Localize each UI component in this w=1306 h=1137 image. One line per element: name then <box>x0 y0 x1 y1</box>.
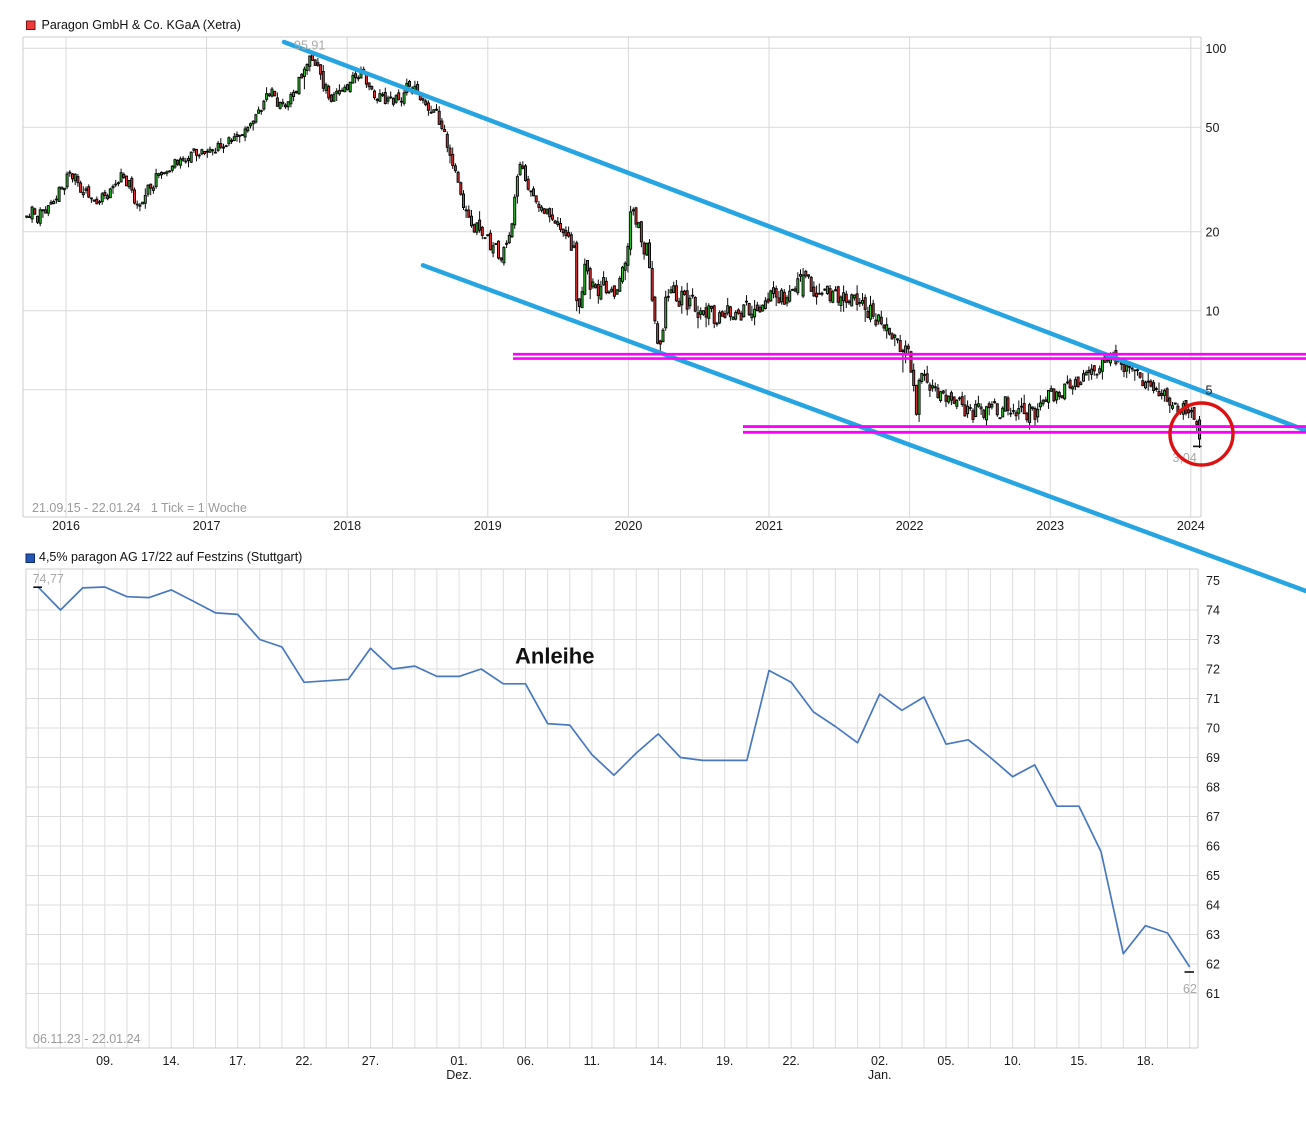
svg-text:2020: 2020 <box>614 519 642 533</box>
svg-text:50: 50 <box>1206 121 1220 135</box>
svg-text:62: 62 <box>1183 982 1197 996</box>
svg-text:4,5% paragon AG 17/22 auf Fest: 4,5% paragon AG 17/22 auf Festzins (Stut… <box>39 550 302 564</box>
svg-text:22.: 22. <box>783 1054 800 1068</box>
svg-text:61: 61 <box>1206 987 1220 1001</box>
svg-text:21.09.15 - 22.01.24 1 Tick =: 21.09.15 - 22.01.24 1 Tick = 1 Woche <box>32 501 247 515</box>
svg-text:68: 68 <box>1206 781 1220 795</box>
svg-text:75: 75 <box>1206 574 1220 588</box>
svg-text:70: 70 <box>1206 722 1220 736</box>
svg-text:74,77: 74,77 <box>33 572 64 586</box>
svg-text:01.: 01. <box>450 1054 467 1068</box>
svg-text:02.: 02. <box>871 1054 888 1068</box>
svg-text:64: 64 <box>1206 899 1220 913</box>
svg-text:63: 63 <box>1206 928 1220 942</box>
svg-text:18.: 18. <box>1137 1054 1154 1068</box>
svg-text:67: 67 <box>1206 810 1220 824</box>
svg-text:72: 72 <box>1206 663 1220 677</box>
svg-text:5: 5 <box>1206 383 1213 397</box>
svg-text:06.11.23 - 22.01.24: 06.11.23 - 22.01.24 <box>33 1032 141 1046</box>
svg-text:69: 69 <box>1206 751 1220 765</box>
svg-text:2021: 2021 <box>755 519 783 533</box>
svg-text:14.: 14. <box>650 1054 667 1068</box>
svg-text:17.: 17. <box>229 1054 246 1068</box>
svg-text:15.: 15. <box>1070 1054 1087 1068</box>
svg-text:2023: 2023 <box>1036 519 1064 533</box>
svg-text:14.: 14. <box>163 1054 180 1068</box>
svg-text:09.: 09. <box>96 1054 113 1068</box>
svg-text:65: 65 <box>1206 869 1220 883</box>
svg-text:22.: 22. <box>295 1054 312 1068</box>
svg-text:2016: 2016 <box>52 519 80 533</box>
svg-text:2024: 2024 <box>1177 519 1205 533</box>
svg-text:Anleihe: Anleihe <box>515 644 594 669</box>
svg-text:95.91: 95.91 <box>294 39 325 53</box>
svg-text:2019: 2019 <box>474 519 502 533</box>
svg-text:2022: 2022 <box>896 519 924 533</box>
svg-text:73: 73 <box>1206 633 1220 647</box>
svg-text:06.: 06. <box>517 1054 534 1068</box>
svg-text:74: 74 <box>1206 604 1220 618</box>
svg-text:62: 62 <box>1206 958 1220 972</box>
svg-text:20: 20 <box>1206 225 1220 239</box>
svg-text:27.: 27. <box>362 1054 379 1068</box>
svg-text:Jan.: Jan. <box>868 1068 892 1082</box>
svg-text:Paragon GmbH & Co. KGaA (Xetra: Paragon GmbH & Co. KGaA (Xetra) <box>42 18 241 32</box>
svg-text:2017: 2017 <box>193 519 221 533</box>
svg-text:71: 71 <box>1206 692 1220 706</box>
svg-text:11.: 11. <box>584 1054 600 1068</box>
svg-text:10.: 10. <box>1004 1054 1021 1068</box>
svg-text:05.: 05. <box>937 1054 954 1068</box>
svg-text:19.: 19. <box>716 1054 733 1068</box>
svg-text:66: 66 <box>1206 840 1220 854</box>
svg-text:10: 10 <box>1206 304 1220 318</box>
svg-text:100: 100 <box>1206 42 1227 56</box>
svg-text:Dez.: Dez. <box>446 1068 472 1082</box>
svg-text:2018: 2018 <box>333 519 361 533</box>
